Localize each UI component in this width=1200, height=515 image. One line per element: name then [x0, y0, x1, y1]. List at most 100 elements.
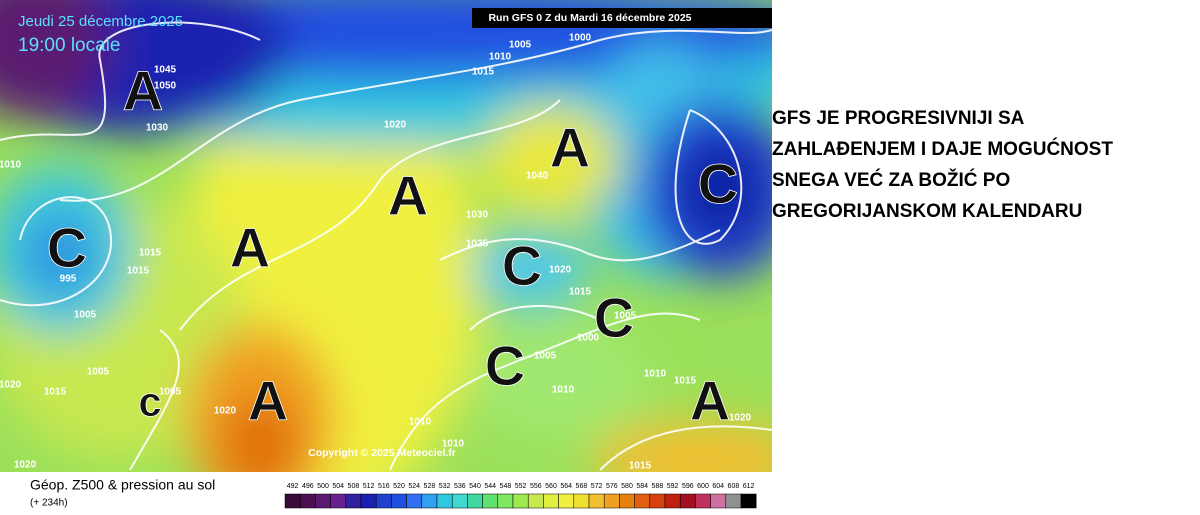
- scale-swatch: [467, 493, 483, 509]
- scale-label: 608: [728, 483, 740, 490]
- isobar-label: 1020: [214, 406, 237, 417]
- isobar-label: 1020: [729, 413, 752, 424]
- isobar: [0, 196, 113, 307]
- isobar-label: 1030: [466, 210, 489, 221]
- scale-swatch: [710, 493, 727, 509]
- scale-label: 576: [606, 483, 618, 490]
- scale-swatch: [299, 493, 316, 509]
- isobar-label: 1045: [154, 65, 177, 76]
- isobar-label: 1030: [146, 123, 169, 134]
- scale-swatch: [482, 493, 499, 509]
- scale-label: 584: [636, 483, 648, 490]
- scale-label: 544: [484, 483, 496, 490]
- scale-swatch: [451, 493, 468, 509]
- scale-label: 540: [469, 483, 481, 490]
- isobar-label: 1000: [569, 33, 592, 44]
- pressure-center: A: [230, 216, 270, 279]
- color-area: [590, 420, 772, 472]
- isobar: [179, 99, 561, 331]
- scale-swatch: [695, 493, 711, 509]
- isobar-label: 1005: [159, 387, 182, 398]
- scale-label: 560: [545, 483, 557, 490]
- isobar-label: 1010: [409, 417, 432, 428]
- isobar-label: 1020: [14, 460, 37, 471]
- scale-label: 500: [317, 483, 329, 490]
- copyright: Copyright © 2025 Meteociel.fr: [308, 447, 456, 459]
- scale-swatch: [512, 493, 529, 509]
- pressure-center: A: [123, 59, 163, 122]
- scale-swatch: [649, 493, 666, 509]
- isobar-label: 1000: [577, 333, 600, 344]
- isobar-label: 1010: [552, 385, 575, 396]
- forecast-time: 19:00 locale: [18, 35, 120, 56]
- run-box: [472, 8, 772, 28]
- pressure-center: A: [690, 369, 730, 432]
- pressure-center: C: [485, 334, 525, 397]
- scale-swatch: [330, 493, 347, 509]
- isobar-label: 1020: [0, 380, 22, 391]
- scale-label: 596: [682, 483, 694, 490]
- scale-swatch: [315, 493, 331, 509]
- isobar: [389, 312, 701, 471]
- pressure-center: C: [47, 216, 87, 279]
- isobar-label: 1025: [466, 239, 489, 250]
- scale-label: 496: [302, 483, 314, 490]
- forecast-date: Jeudi 25 décembre 2025: [18, 13, 183, 30]
- isobar-label: 1010: [442, 439, 465, 450]
- isobar-label: 1020: [384, 120, 407, 131]
- caption-line: GREGORIJANSKOM KALENDARU: [772, 201, 1083, 222]
- caption-line: SNEGA VEĆ ZA BOŽIĆ PO: [772, 170, 1011, 191]
- isobar-label: 1005: [614, 311, 637, 322]
- isobar-label: 1015: [674, 376, 697, 387]
- isobar-label: 1005: [509, 40, 532, 51]
- scale-label: 524: [408, 483, 420, 490]
- scale-swatch: [497, 493, 514, 509]
- scale-swatch: [436, 493, 453, 509]
- color-area: [220, 395, 300, 472]
- isobar-label: 1015: [139, 248, 162, 259]
- isobar-label: 1050: [154, 81, 177, 92]
- isobar-label: 1015: [472, 67, 495, 78]
- scale-swatch: [406, 493, 423, 509]
- scale-swatch: [725, 493, 742, 509]
- scale-swatch: [679, 493, 696, 509]
- scale-label: 552: [515, 483, 527, 490]
- scale-label: 588: [652, 483, 664, 490]
- legend-title: Géop. Z500 & pression au sol: [30, 477, 215, 493]
- scale-label: 568: [576, 483, 588, 490]
- isobar-label: 1040: [526, 171, 549, 182]
- pressure-center: C: [502, 234, 542, 297]
- field: [0, 0, 772, 472]
- isobar-label: 1005: [74, 310, 97, 321]
- scale-label: 532: [439, 483, 451, 490]
- scale-label: 612: [743, 483, 755, 490]
- scale-swatch: [375, 493, 392, 509]
- caption-line: ZAHLAĐENJEM I DAJE MOGUĆNOST: [772, 139, 1113, 160]
- color-area: [0, 0, 110, 120]
- isobar: [439, 229, 721, 262]
- scale-swatch: [527, 493, 544, 509]
- color-area: [470, 320, 650, 440]
- scale-label: 528: [424, 483, 436, 490]
- scale-swatch: [421, 493, 438, 509]
- scale-label: 508: [348, 483, 360, 490]
- scale-label: 604: [712, 483, 724, 490]
- isobar: [0, 21, 261, 141]
- scale-swatch: [391, 493, 407, 509]
- pressure-center: A: [550, 116, 590, 179]
- isobar: [469, 305, 601, 331]
- scale-label: 556: [530, 483, 542, 490]
- isobar-label: 1010: [644, 369, 667, 380]
- scale-label: 548: [500, 483, 512, 490]
- pressure-center: c: [138, 378, 161, 425]
- scale-swatch: [664, 493, 681, 509]
- caption-line: GFS JE PROGRESIVNIJI SA: [772, 108, 1025, 129]
- pressure-center: A: [388, 164, 428, 227]
- isobar-label: 1015: [44, 387, 67, 398]
- isobar-label: 1010: [0, 160, 22, 171]
- scale-swatch: [558, 493, 575, 509]
- isobar-label: 1015: [629, 461, 652, 472]
- scale-swatch: [284, 493, 301, 509]
- scale-label: 600: [697, 483, 709, 490]
